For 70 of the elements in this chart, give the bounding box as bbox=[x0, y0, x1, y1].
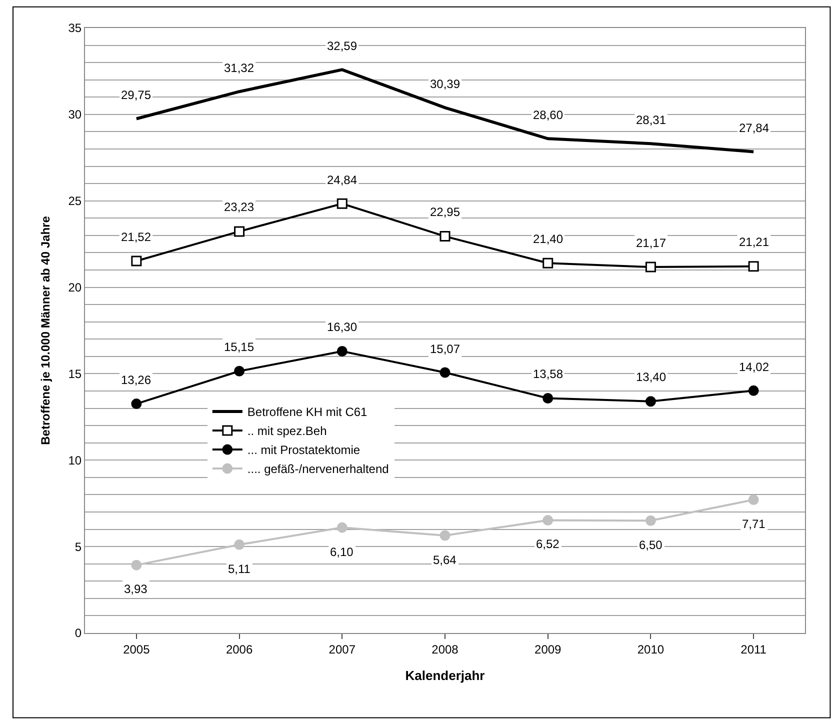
point bbox=[542, 515, 554, 526]
data-label: 15,15 bbox=[224, 340, 254, 354]
data-label: 5,11 bbox=[228, 562, 251, 576]
legend-label: ... mit Prostatektomie bbox=[247, 443, 360, 458]
y-tick-label: 30 bbox=[68, 108, 82, 122]
data-label: 13,58 bbox=[533, 367, 564, 381]
point bbox=[748, 261, 759, 272]
data-label: 14,02 bbox=[739, 360, 770, 374]
data-label: 21,52 bbox=[121, 230, 152, 244]
point bbox=[440, 530, 450, 541]
point bbox=[645, 515, 656, 526]
data-label: 16,30 bbox=[327, 320, 358, 334]
data-label: 21,17 bbox=[636, 236, 666, 250]
point bbox=[440, 367, 450, 378]
data-label: 27,84 bbox=[739, 121, 770, 135]
data-label: 30,39 bbox=[430, 77, 460, 91]
y-tick-label: 35 bbox=[68, 21, 82, 36]
point bbox=[234, 366, 245, 376]
data-label: 29,75 bbox=[121, 88, 152, 102]
data-label: 21,21 bbox=[739, 235, 770, 249]
point bbox=[645, 396, 656, 407]
point bbox=[131, 398, 142, 410]
data-label: 31,32 bbox=[224, 61, 254, 75]
data-label: 32,59 bbox=[327, 39, 358, 53]
data-label: 6,10 bbox=[330, 545, 354, 559]
legend-label: .... gefäß-/nervenerhaltend bbox=[247, 462, 389, 476]
x-tick-label: 2009 bbox=[534, 642, 562, 656]
x-tick-label: 2005 bbox=[123, 642, 150, 656]
data-label: 28,31 bbox=[636, 113, 666, 127]
point bbox=[336, 346, 348, 356]
legend-label: .. mit spez.Beh bbox=[247, 424, 327, 438]
point bbox=[748, 494, 759, 505]
data-label: 13,26 bbox=[121, 373, 152, 387]
point bbox=[234, 226, 245, 237]
x-tick-label: 2010 bbox=[637, 642, 664, 656]
x-tick-label: 2008 bbox=[432, 642, 459, 656]
y-tick-label: 20 bbox=[68, 280, 82, 294]
y-tick-label: 10 bbox=[68, 453, 82, 468]
y-tick-label: 0 bbox=[74, 626, 82, 640]
data-label: 28,60 bbox=[533, 108, 564, 122]
point bbox=[234, 539, 245, 550]
point bbox=[542, 393, 554, 404]
x-tick-label: 2006 bbox=[226, 642, 253, 656]
data-label: 3,93 bbox=[124, 582, 148, 596]
y-tick-label: 5 bbox=[74, 540, 82, 554]
point bbox=[336, 522, 348, 533]
x-axis-title: Kalenderjahr bbox=[405, 668, 485, 683]
data-label: 22,95 bbox=[430, 205, 460, 219]
point bbox=[645, 262, 656, 272]
data-label: 7,71 bbox=[742, 517, 766, 531]
data-label: 5,64 bbox=[433, 553, 457, 567]
data-label: 6,50 bbox=[639, 538, 663, 552]
x-tick-label: 2007 bbox=[328, 642, 356, 656]
point bbox=[748, 385, 759, 396]
legend-label: Betroffene KH mit C61 bbox=[247, 405, 368, 420]
point bbox=[336, 198, 348, 209]
data-label: 6,52 bbox=[536, 537, 560, 551]
y-axis-title: Betroffene je 10.000 Männer ab 40 Jahre bbox=[38, 216, 53, 445]
point bbox=[131, 256, 142, 266]
data-label: 21,40 bbox=[533, 232, 564, 246]
data-label: 15,07 bbox=[430, 342, 460, 356]
data-label: 23,23 bbox=[224, 200, 254, 214]
y-tick-label: 25 bbox=[68, 194, 82, 208]
data-label: 13,40 bbox=[636, 370, 666, 384]
point bbox=[131, 560, 142, 570]
data-label: 24,84 bbox=[327, 173, 358, 187]
point bbox=[542, 258, 554, 268]
point bbox=[440, 231, 450, 242]
y-tick-label: 15 bbox=[68, 366, 82, 381]
x-tick-label: 2011 bbox=[740, 642, 767, 656]
